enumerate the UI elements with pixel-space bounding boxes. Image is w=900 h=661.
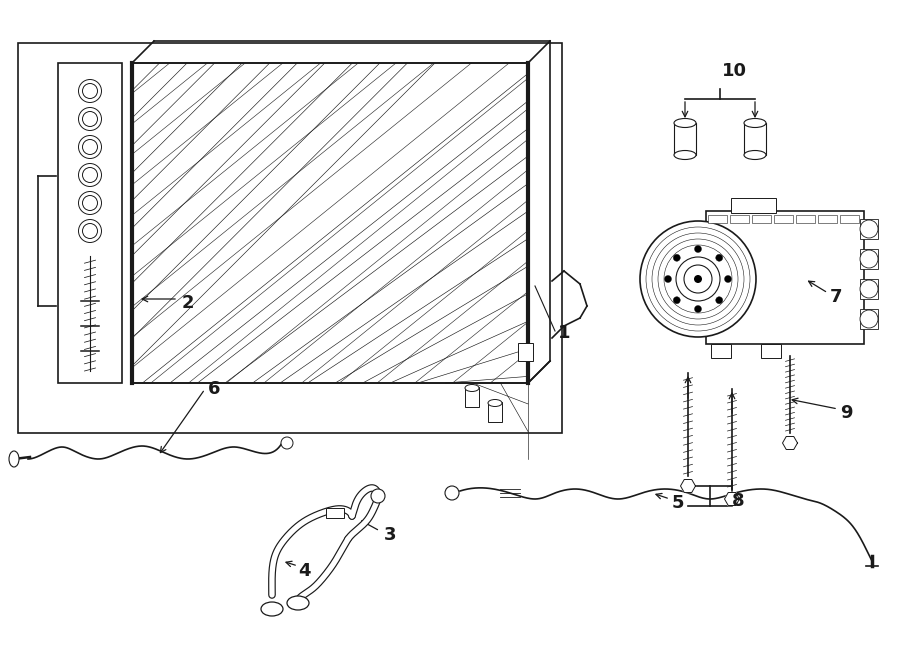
Ellipse shape: [465, 385, 479, 391]
Text: 1: 1: [558, 324, 571, 342]
Circle shape: [640, 221, 756, 337]
Bar: [132, 63, 528, 383]
Circle shape: [860, 250, 878, 268]
Text: 9: 9: [840, 404, 852, 422]
Text: 2: 2: [182, 294, 194, 312]
Ellipse shape: [9, 451, 19, 467]
Circle shape: [673, 254, 680, 261]
Bar: [774, 215, 793, 223]
Bar: [860, 309, 878, 329]
Polygon shape: [680, 479, 696, 492]
Text: 3: 3: [384, 526, 397, 544]
Bar: [674, 123, 696, 155]
Circle shape: [371, 489, 385, 503]
Text: 7: 7: [830, 288, 842, 306]
Circle shape: [860, 280, 878, 298]
Text: 5: 5: [672, 494, 685, 512]
Bar: [730, 215, 749, 223]
Bar: [731, 198, 776, 213]
Circle shape: [860, 310, 878, 328]
Bar: [706, 211, 864, 344]
Circle shape: [281, 437, 293, 449]
Bar: [752, 215, 770, 223]
Bar: [488, 402, 502, 422]
Circle shape: [684, 265, 712, 293]
Circle shape: [724, 276, 732, 282]
Circle shape: [673, 297, 680, 303]
Bar: [796, 215, 814, 223]
Ellipse shape: [261, 602, 283, 616]
Ellipse shape: [674, 151, 696, 159]
Ellipse shape: [287, 596, 309, 610]
Text: 4: 4: [298, 562, 310, 580]
Bar: [744, 123, 766, 155]
Polygon shape: [724, 492, 740, 506]
Bar: [860, 219, 878, 239]
Circle shape: [676, 257, 720, 301]
Bar: [818, 215, 837, 223]
Circle shape: [695, 305, 701, 313]
Circle shape: [694, 275, 702, 283]
Ellipse shape: [674, 118, 696, 128]
Text: 6: 6: [208, 380, 220, 398]
Bar: [518, 343, 533, 361]
Bar: [860, 249, 878, 269]
Bar: [708, 215, 726, 223]
Circle shape: [695, 245, 701, 253]
Ellipse shape: [744, 151, 766, 159]
Bar: [761, 344, 781, 358]
Polygon shape: [782, 436, 797, 449]
Bar: [18, 43, 562, 433]
Bar: [711, 344, 731, 358]
Ellipse shape: [744, 118, 766, 128]
Bar: [860, 279, 878, 299]
Circle shape: [860, 220, 878, 238]
Ellipse shape: [488, 399, 502, 407]
Text: 10: 10: [722, 62, 747, 80]
Circle shape: [445, 486, 459, 500]
Bar: [58, 63, 122, 383]
Text: 8: 8: [732, 492, 744, 510]
Bar: [465, 387, 479, 407]
Circle shape: [716, 254, 723, 261]
Circle shape: [716, 297, 723, 303]
Bar: [840, 215, 859, 223]
Circle shape: [664, 276, 671, 282]
Bar: [326, 508, 344, 518]
